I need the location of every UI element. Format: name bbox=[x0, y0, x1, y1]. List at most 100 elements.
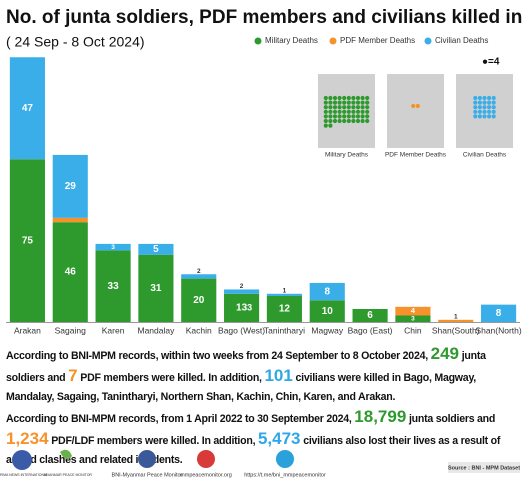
value-label: 12 bbox=[279, 304, 291, 315]
waffle-dot bbox=[323, 100, 328, 105]
waffle-dot bbox=[328, 118, 333, 124]
waffle-dot bbox=[473, 105, 478, 110]
chart-title: No. of junta soldiers, PDF members and c… bbox=[6, 7, 525, 28]
value-label: 5 bbox=[153, 244, 159, 255]
waffle-dot bbox=[482, 95, 487, 101]
note-text: PDF members were killed. In addition, bbox=[77, 372, 265, 384]
footer-text: https://t.me/bni_mmpeacemonitor bbox=[244, 472, 326, 478]
footer-text: BNI-Myanmar Peace Monitor bbox=[112, 472, 183, 478]
waffle-dot bbox=[328, 109, 333, 114]
chart-subtitle: ( 24 Sep - 8 Oct 2024) bbox=[6, 34, 145, 50]
waffle-label: PDF Member Deaths bbox=[385, 152, 447, 159]
bar-segment bbox=[352, 308, 388, 322]
waffle-dot bbox=[328, 100, 333, 105]
bar-segment bbox=[438, 319, 474, 322]
waffle-dot bbox=[415, 103, 420, 109]
waffle-dot bbox=[351, 95, 356, 101]
value-label: 6 bbox=[367, 310, 373, 321]
waffle-dot bbox=[360, 118, 365, 124]
waffle-dot bbox=[482, 105, 487, 110]
waffle-dot bbox=[328, 123, 333, 128]
waffle-dot bbox=[332, 114, 338, 119]
waffle-dot bbox=[351, 118, 356, 124]
waffle-dot bbox=[487, 114, 492, 119]
x-tick-label: Arakan bbox=[14, 325, 41, 335]
waffle-dot bbox=[477, 100, 482, 105]
waffle-dot bbox=[332, 95, 338, 101]
footer-text: MYANMAR PEACE MONITOR bbox=[44, 473, 92, 477]
waffle-dot bbox=[365, 109, 370, 114]
waffle-dot bbox=[477, 109, 482, 114]
waffle-dot bbox=[337, 114, 342, 119]
waffle-dot bbox=[355, 100, 361, 105]
waffle-dot bbox=[360, 109, 365, 114]
waffle-dot bbox=[487, 95, 492, 101]
waffle-dot bbox=[323, 109, 328, 114]
annotation: 3 bbox=[247, 302, 252, 312]
waffle-dot bbox=[346, 105, 351, 110]
value-label: 29 bbox=[65, 181, 77, 192]
x-tick-label: Mandalay bbox=[137, 325, 175, 335]
waffle-dot bbox=[342, 105, 347, 110]
highlight-number: 101 bbox=[264, 366, 293, 385]
x-tick-label: Shan(North) bbox=[475, 325, 521, 335]
bar-segment bbox=[395, 315, 431, 322]
bar-segment bbox=[224, 293, 260, 322]
waffle-dot bbox=[491, 105, 496, 110]
waffle-dot bbox=[342, 118, 347, 124]
waffle-dot bbox=[332, 100, 338, 105]
chart: No. of junta soldiers, PDF members and c… bbox=[6, 7, 525, 335]
value-label: 46 bbox=[65, 267, 77, 278]
waffle-dot bbox=[346, 109, 351, 114]
note-text: According to BNI-MPM records, within two… bbox=[6, 350, 431, 362]
waffle-dot bbox=[346, 95, 351, 101]
note-paragraph: According to BNI-MPM records, within two… bbox=[6, 344, 522, 407]
waffle-dot bbox=[323, 114, 328, 119]
waffle-dot bbox=[482, 109, 487, 114]
value-label: 1 bbox=[454, 314, 458, 321]
legend-label: PDF Member Deaths bbox=[340, 36, 415, 45]
waffle-dot bbox=[332, 105, 338, 110]
bar-segment bbox=[395, 306, 431, 316]
waffle-dot bbox=[351, 109, 356, 114]
value-label: 33 bbox=[108, 281, 120, 292]
waffle-dot bbox=[491, 109, 496, 114]
highlight-number: 5,473 bbox=[257, 429, 301, 448]
highlight-number: 1,234 bbox=[6, 429, 49, 448]
waffle-dot bbox=[365, 95, 370, 101]
footer-text: Source : BNI - MPM Dataset bbox=[448, 465, 520, 471]
x-tick-label: Bago (East) bbox=[348, 325, 393, 335]
waffle-dot bbox=[346, 100, 351, 105]
x-tick-label: Bago (West) bbox=[218, 325, 265, 335]
waffle-dot bbox=[346, 118, 351, 124]
footer-text: mmpeacemonitor.org bbox=[180, 472, 232, 478]
waffle-dot bbox=[351, 105, 356, 110]
highlight-number: 249 bbox=[430, 344, 459, 363]
telegram-icon bbox=[276, 450, 294, 468]
waffle-dot bbox=[473, 114, 478, 119]
x-tick-label: Shan(South) bbox=[432, 325, 480, 335]
x-tick-label: Kachin bbox=[186, 325, 212, 335]
footer-text: BURMA NEWS INTERNATIONAL bbox=[0, 473, 48, 477]
waffle-dot bbox=[332, 109, 338, 114]
source-box bbox=[448, 462, 520, 473]
facebook-icon bbox=[138, 450, 156, 468]
value-label: 4 bbox=[411, 306, 416, 315]
waffle-dot bbox=[328, 114, 333, 119]
waffle-dot bbox=[351, 114, 356, 119]
note-text: junta soldiers and bbox=[406, 413, 496, 425]
waffle-dot bbox=[473, 109, 478, 114]
waffle-dot bbox=[342, 114, 347, 119]
value-label: 47 bbox=[22, 103, 34, 114]
waffle-label: Military Deaths bbox=[325, 152, 369, 159]
value-label: 20 bbox=[193, 295, 205, 306]
waffle-dot bbox=[323, 118, 328, 124]
waffle-dot bbox=[491, 95, 496, 101]
bar-segment bbox=[95, 243, 131, 251]
bar-segment bbox=[266, 293, 302, 296]
waffle-dot bbox=[342, 100, 347, 105]
waffle-dot bbox=[477, 95, 482, 101]
x-tick-label: Chin bbox=[404, 325, 422, 335]
